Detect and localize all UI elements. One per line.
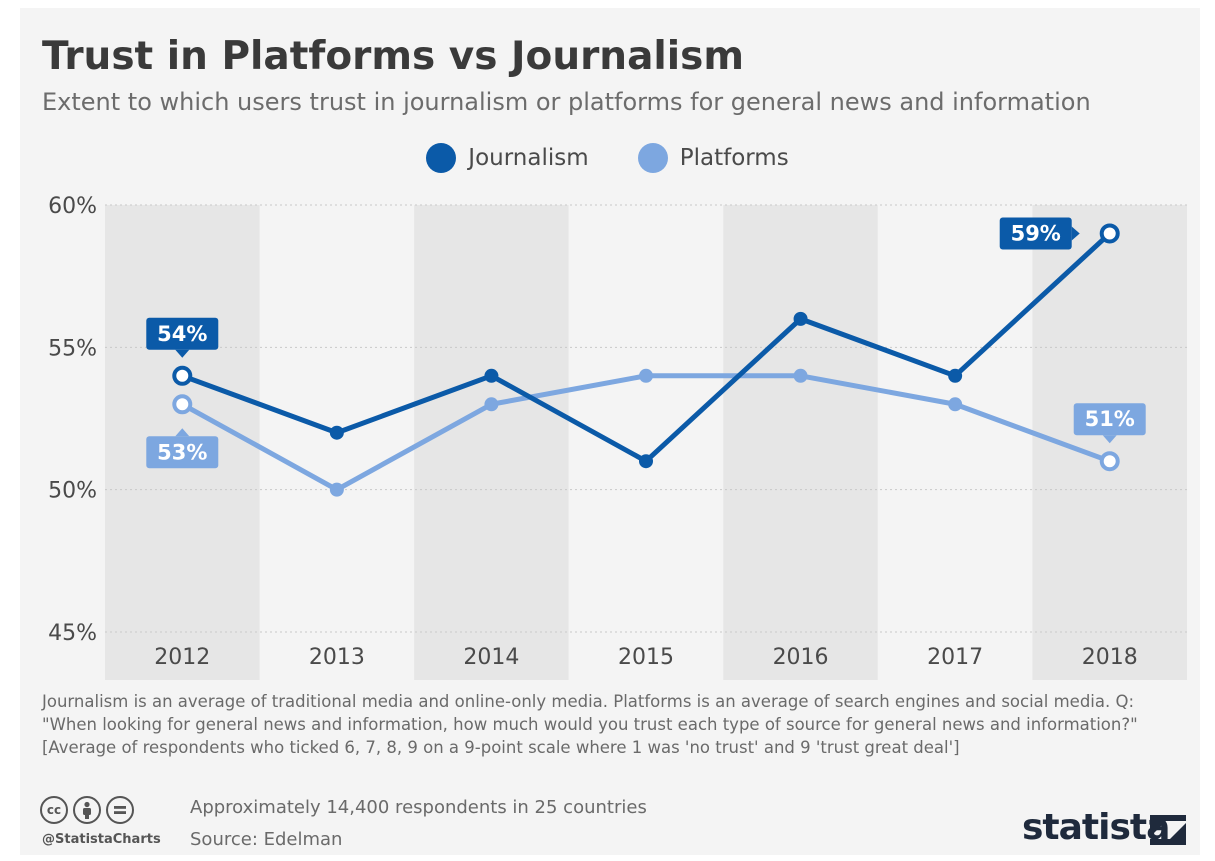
social-handle[interactable]: @StatistaCharts [42, 832, 161, 847]
footnote: Journalism is an average of traditional … [42, 692, 1138, 757]
data-label-pointer [1071, 226, 1080, 241]
data-point-platforms [793, 368, 808, 383]
data-point-journalism [793, 311, 808, 326]
legend-item-platforms: Platforms [637, 143, 789, 173]
legend-swatch-journalism [426, 143, 457, 173]
y-tick-label: 55% [48, 336, 97, 361]
legend-swatch-platforms [637, 143, 668, 173]
data-point-platforms [172, 394, 193, 415]
x-tick-label: 2016 [773, 645, 829, 670]
x-tick-label: 2015 [618, 645, 674, 670]
legend-item-journalism: Journalism [426, 143, 589, 173]
source-note: Source: Edelman [190, 829, 343, 850]
x-tick-label: 2018 [1082, 645, 1138, 670]
data-label-pointer [1102, 435, 1117, 444]
statista-logo[interactable]: statista [1022, 807, 1170, 848]
data-point-platforms [639, 368, 653, 383]
cc-icon: cc [40, 796, 68, 824]
x-tick-label: 2017 [927, 645, 983, 670]
data-point-platforms [329, 482, 344, 497]
chart-title: Trust in Platforms vs Journalism [42, 34, 744, 79]
statista-logo-mark-icon [1150, 815, 1186, 845]
data-point-platforms [1099, 451, 1120, 472]
data-label: 51% [1085, 407, 1135, 431]
respondents-note: Approximately 14,400 respondents in 25 c… [190, 797, 647, 818]
data-label-pointer [175, 428, 190, 437]
y-tick-label: 50% [48, 479, 97, 504]
data-point-journalism [1099, 223, 1120, 244]
column-band [723, 205, 878, 680]
x-tick-label: 2014 [463, 645, 519, 670]
chart-subtitle: Extent to which users trust in journalis… [42, 88, 1091, 116]
data-point-journalism [329, 425, 344, 440]
legend: Journalism Platforms [0, 143, 1215, 177]
license-icons: cc [40, 796, 134, 826]
data-label-pointer [175, 349, 190, 358]
x-tick-label: 2012 [154, 645, 210, 670]
y-tick-label: 45% [48, 621, 97, 646]
legend-label-platforms: Platforms [679, 145, 789, 171]
legend-label-journalism: Journalism [468, 145, 589, 171]
data-point-journalism [639, 454, 653, 469]
data-label: 59% [1011, 221, 1061, 245]
data-point-journalism [172, 365, 193, 386]
data-label: 53% [157, 440, 207, 464]
x-tick-label: 2013 [309, 645, 365, 670]
column-band [568, 205, 724, 680]
y-tick-label: 60% [48, 194, 97, 219]
data-label: 54% [157, 322, 207, 346]
data-point-platforms [948, 397, 963, 412]
data-point-platforms [484, 397, 499, 412]
data-label-box [1073, 403, 1146, 436]
column-band [414, 205, 569, 680]
data-point-journalism [484, 368, 499, 383]
column-band [877, 205, 1033, 680]
data-label-box [146, 436, 219, 469]
by-person-icon [73, 796, 101, 824]
data-point-journalism [948, 368, 963, 383]
column-band [259, 205, 415, 680]
data-label-box [999, 217, 1072, 250]
data-label-box [146, 317, 219, 350]
no-derivatives-icon [106, 796, 134, 824]
